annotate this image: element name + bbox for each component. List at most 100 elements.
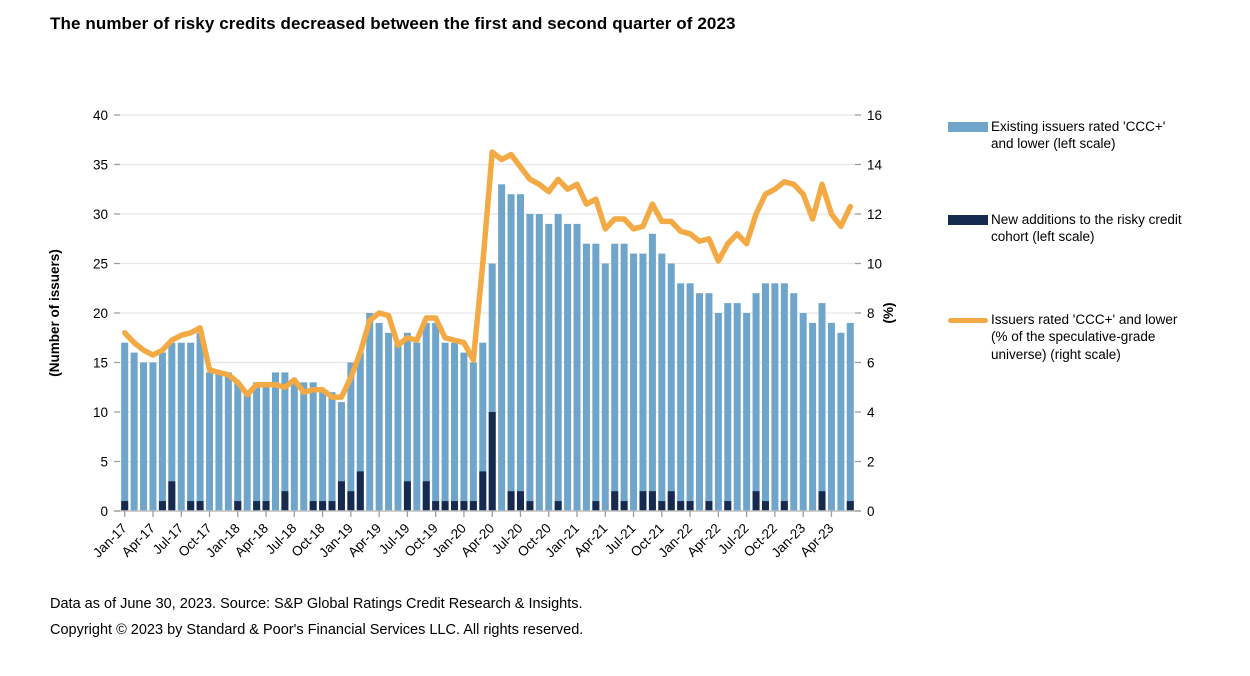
new-additions-bar	[196, 501, 204, 511]
new-additions-bar	[761, 501, 769, 511]
existing-issuers-bar	[290, 382, 298, 511]
new-additions-bar	[667, 491, 675, 511]
existing-issuers-bar	[403, 332, 411, 511]
right-axis-tick-label: 16	[867, 108, 882, 123]
existing-issuers-bar	[206, 372, 214, 511]
new-additions-bar	[121, 501, 129, 511]
existing-issuers-bar	[385, 332, 393, 511]
new-additions-bar	[686, 501, 694, 511]
existing-issuers-bar	[564, 223, 572, 511]
existing-issuers-bar	[733, 303, 741, 511]
existing-issuers-bar	[714, 313, 722, 511]
existing-issuers-bar	[809, 322, 817, 511]
new-additions-bar	[648, 491, 656, 511]
new-additions-bar	[724, 501, 732, 511]
new-additions-bar	[488, 412, 496, 511]
existing-issuers-bar	[516, 194, 524, 511]
left-axis-tick-label: 25	[93, 257, 108, 272]
new-additions-bar	[469, 501, 477, 511]
new-additions-bar	[309, 501, 317, 511]
existing-issuers-bar	[790, 293, 798, 511]
new-additions-bar	[846, 501, 854, 511]
new-additions-swatch-icon	[948, 214, 988, 225]
right-axis-tick-label: 14	[867, 158, 883, 173]
existing-issuers-bar	[620, 243, 628, 511]
existing-issuers-bar	[253, 382, 261, 511]
new-additions-bar	[705, 501, 713, 511]
existing-issuers-bar	[460, 352, 468, 511]
existing-issuers-bar	[630, 253, 638, 511]
existing-issuers-bar	[582, 243, 590, 511]
new-additions-bar	[451, 501, 459, 511]
existing-issuers-bar	[667, 263, 675, 511]
existing-issuers-bar	[545, 223, 553, 511]
existing-issuers-bar	[686, 283, 694, 511]
existing-issuers-bar	[168, 342, 176, 511]
existing-issuers-bar	[366, 313, 374, 511]
new-additions-bar	[639, 491, 647, 511]
new-additions-bar	[752, 491, 760, 511]
right-axis-title: (%)	[881, 303, 896, 324]
existing-issuers-bar	[422, 322, 430, 511]
left-axis-tick-label: 30	[93, 207, 108, 222]
left-axis-tick-label: 35	[93, 158, 108, 173]
risky-credits-chart: 05101520253035400246810121416Jan-17Apr-1…	[47, 108, 896, 560]
left-axis-tick-label: 20	[93, 306, 108, 321]
new-additions-bar	[356, 471, 364, 511]
new-additions-bar	[780, 501, 788, 511]
right-axis-tick-label: 12	[867, 207, 882, 222]
new-additions-bar	[319, 501, 327, 511]
existing-issuers-bar	[356, 352, 364, 511]
new-additions-bar	[281, 491, 289, 511]
new-additions-bar	[168, 481, 176, 511]
existing-issuers-bar	[234, 382, 242, 511]
left-axis-tick-label: 40	[93, 108, 108, 123]
existing-issuers-bar	[413, 342, 421, 511]
existing-issuers-bar	[243, 392, 251, 511]
new-additions-bar	[158, 501, 166, 511]
right-axis-tick-label: 2	[867, 455, 875, 470]
existing-issuers-bar	[639, 253, 647, 511]
existing-issuers-bar	[441, 342, 449, 511]
new-additions-bar	[620, 501, 628, 511]
existing-issuers-bar	[592, 243, 600, 511]
existing-issuers-bar	[319, 392, 327, 511]
new-additions-bar	[677, 501, 685, 511]
left-axis-title: (Number of issuers)	[47, 249, 62, 377]
new-additions-bar	[253, 501, 261, 511]
new-additions-bar	[441, 501, 449, 511]
existing-issuers-bar	[601, 263, 609, 511]
right-axis-tick-label: 4	[867, 405, 875, 420]
existing-issuers-bar	[347, 362, 355, 511]
new-additions-bar	[432, 501, 440, 511]
existing-issuers-bar	[309, 382, 317, 511]
existing-issuers-bar	[846, 322, 854, 511]
existing-issuers-bar	[724, 303, 732, 511]
existing-issuers-bar	[554, 214, 562, 511]
existing-issuers-bar	[479, 342, 487, 511]
existing-issuers-bar	[705, 293, 713, 511]
copyright-note: Copyright © 2023 by Standard & Poor's Fi…	[50, 622, 584, 638]
existing-issuers-bar	[149, 362, 157, 511]
existing-issuers-bar	[158, 352, 166, 511]
pct-line-swatch-icon	[948, 318, 988, 324]
existing-issuers-bar	[611, 243, 619, 511]
existing-issuers-bar	[780, 283, 788, 511]
existing-issuers-bar	[771, 283, 779, 511]
existing-issuers-bar	[526, 214, 534, 511]
existing-issuers-bar	[488, 263, 496, 511]
left-axis-tick-label: 0	[100, 504, 108, 519]
existing-issuers-bar	[300, 382, 308, 511]
left-axis-tick-label: 15	[93, 356, 108, 371]
existing-issuers-bar	[432, 322, 440, 511]
new-additions-bar	[187, 501, 195, 511]
existing-issuers-bar	[451, 342, 459, 511]
right-axis-tick-label: 10	[867, 257, 882, 272]
legend-label: New additions to the risky credit cohort…	[991, 211, 1182, 244]
existing-issuers-bar	[121, 342, 129, 511]
source-note: Data as of June 30, 2023. Source: S&P Gl…	[50, 596, 583, 612]
right-axis-tick-label: 8	[867, 306, 875, 321]
existing-issuers-bar	[507, 194, 515, 511]
new-additions-bar	[460, 501, 468, 511]
